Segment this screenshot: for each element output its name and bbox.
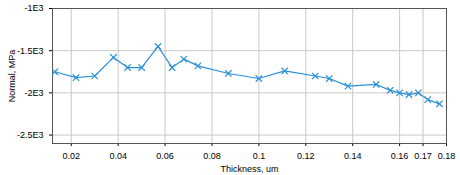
svg-text:0.06: 0.06 xyxy=(156,151,174,161)
svg-text:Normal, MPa: Normal, MPa xyxy=(7,50,17,103)
svg-text:0.12: 0.12 xyxy=(297,151,315,161)
svg-text:Thickness, um: Thickness, um xyxy=(220,164,278,174)
svg-text:0.1: 0.1 xyxy=(253,151,266,161)
svg-text:-1.5E3: -1.5E3 xyxy=(17,46,44,56)
svg-text:0.04: 0.04 xyxy=(109,151,127,161)
svg-text:-2E3: -2E3 xyxy=(24,88,43,98)
svg-text:0.14: 0.14 xyxy=(344,151,362,161)
svg-text:0.16: 0.16 xyxy=(391,151,409,161)
svg-text:-1E3: -1E3 xyxy=(24,3,43,13)
svg-text:0.08: 0.08 xyxy=(203,151,221,161)
svg-text:-2.5E3: -2.5E3 xyxy=(17,130,44,140)
svg-text:0.18: 0.18 xyxy=(438,151,456,161)
svg-text:0.02: 0.02 xyxy=(62,151,80,161)
svg-text:0.17: 0.17 xyxy=(414,151,432,161)
